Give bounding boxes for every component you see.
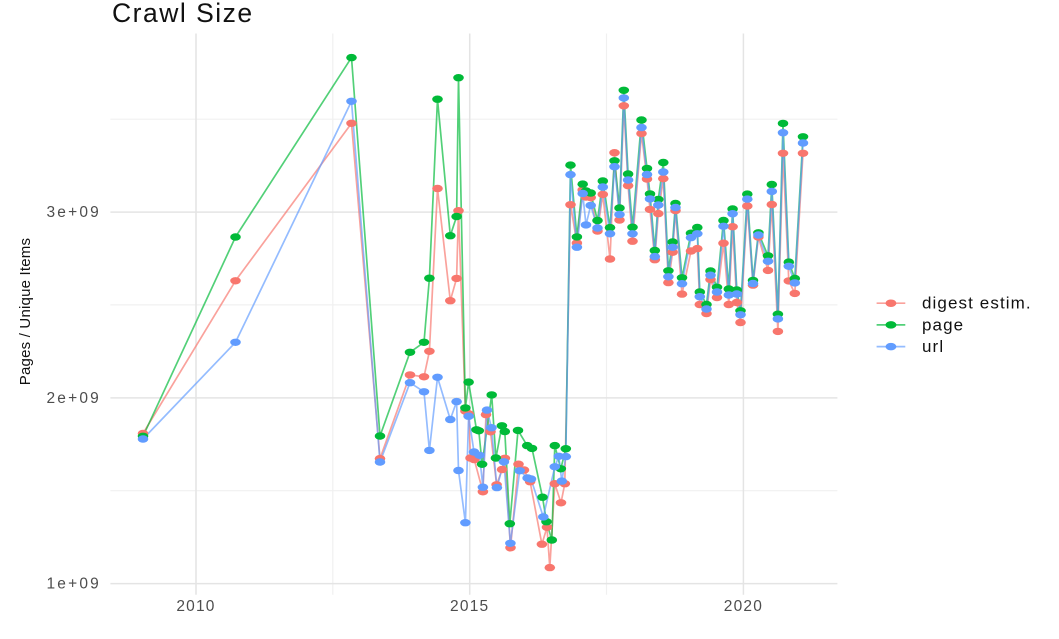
svg-text:2020: 2020	[724, 598, 763, 615]
svg-text:digest estim.: digest estim.	[922, 294, 1032, 313]
svg-text:3e+09: 3e+09	[46, 204, 101, 221]
svg-text:page: page	[922, 315, 964, 334]
svg-text:1e+09: 1e+09	[46, 576, 101, 593]
svg-text:Pages / Unique Items: Pages / Unique Items	[17, 238, 34, 385]
svg-text:2010: 2010	[176, 598, 215, 615]
svg-text:Crawl Size: Crawl Size	[112, 0, 254, 28]
svg-text:url: url	[922, 337, 944, 356]
svg-text:2e+09: 2e+09	[46, 390, 101, 407]
svg-text:2015: 2015	[450, 598, 489, 615]
